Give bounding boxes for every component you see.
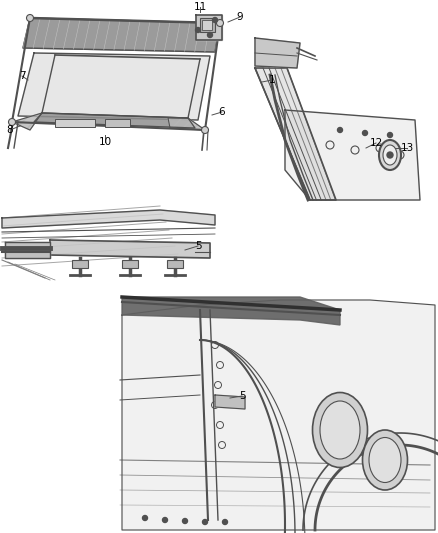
Text: 1: 1 (268, 75, 276, 85)
Polygon shape (18, 53, 210, 120)
Polygon shape (50, 240, 210, 258)
Ellipse shape (320, 401, 360, 459)
Circle shape (202, 520, 208, 524)
Text: 10: 10 (99, 137, 112, 147)
Text: 5: 5 (194, 241, 201, 251)
Polygon shape (23, 18, 220, 52)
Circle shape (363, 131, 367, 135)
Circle shape (195, 28, 201, 33)
Ellipse shape (383, 145, 397, 165)
Text: 13: 13 (400, 143, 413, 153)
Polygon shape (285, 110, 420, 200)
Ellipse shape (363, 430, 407, 490)
Bar (55, 119, 95, 127)
Circle shape (208, 33, 212, 37)
Bar (167, 260, 183, 268)
Polygon shape (5, 242, 50, 258)
Bar (200, 18, 215, 32)
Polygon shape (34, 113, 195, 128)
Ellipse shape (379, 140, 401, 170)
Polygon shape (196, 15, 222, 40)
Polygon shape (255, 68, 336, 200)
Text: 5: 5 (239, 391, 245, 401)
Bar (122, 260, 138, 268)
Circle shape (201, 126, 208, 133)
Bar (72, 260, 88, 268)
Circle shape (183, 519, 187, 523)
Text: 8: 8 (7, 125, 13, 135)
Bar (105, 119, 130, 127)
Text: 9: 9 (237, 12, 244, 22)
Polygon shape (215, 395, 245, 409)
Circle shape (223, 520, 227, 524)
Polygon shape (168, 118, 205, 130)
Polygon shape (12, 113, 42, 130)
Circle shape (142, 515, 148, 521)
Polygon shape (122, 300, 435, 530)
Ellipse shape (369, 438, 401, 482)
Polygon shape (122, 297, 340, 325)
Text: 6: 6 (219, 107, 225, 117)
Circle shape (387, 152, 393, 158)
Circle shape (388, 133, 392, 138)
Circle shape (8, 118, 15, 125)
Polygon shape (2, 210, 215, 228)
Circle shape (212, 18, 218, 22)
Bar (202, 20, 212, 30)
Circle shape (27, 14, 33, 21)
Circle shape (338, 127, 343, 133)
Circle shape (216, 20, 223, 27)
Text: 12: 12 (369, 138, 383, 148)
Text: 7: 7 (19, 71, 25, 81)
Circle shape (162, 518, 167, 522)
Ellipse shape (312, 392, 367, 467)
Polygon shape (255, 38, 300, 68)
Text: 11: 11 (193, 2, 207, 12)
